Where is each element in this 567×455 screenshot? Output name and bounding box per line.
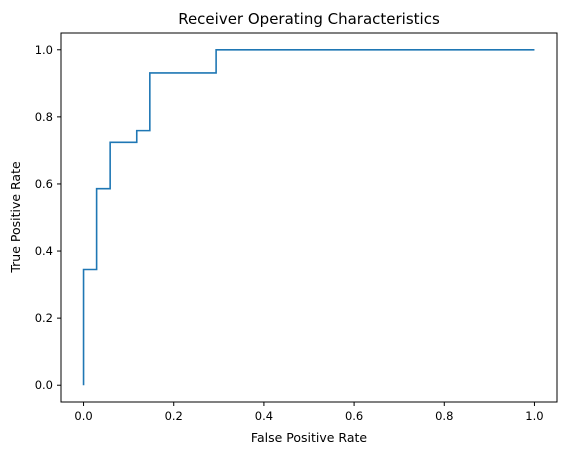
x-tick-label: 0.2 (165, 409, 183, 423)
x-tick-label: 0.4 (255, 409, 273, 423)
chart-title: Receiver Operating Characteristics (178, 10, 440, 28)
y-tick-label: 0.6 (35, 177, 53, 191)
x-tick-label: 1.0 (525, 409, 543, 423)
x-tick-label: 0.6 (345, 409, 363, 423)
x-axis: 0.0 0.2 0.4 0.6 0.8 1.0 (74, 402, 544, 423)
y-axis-title: True Positive Rate (8, 161, 23, 274)
y-tick-label: 1.0 (35, 43, 53, 57)
y-tick-label: 0.4 (35, 244, 53, 258)
y-tick-label: 0.2 (35, 311, 53, 325)
y-axis: 0.0 0.2 0.4 0.6 0.8 1.0 (35, 43, 61, 392)
x-tick-label: 0.8 (435, 409, 453, 423)
plot-area-frame (60, 32, 558, 403)
y-tick-label: 0.0 (35, 378, 53, 392)
roc-curve-line (82, 48, 535, 386)
x-tick-label: 0.0 (74, 409, 92, 423)
x-axis-title: False Positive Rate (251, 430, 367, 445)
y-tick-label: 0.8 (35, 110, 53, 124)
